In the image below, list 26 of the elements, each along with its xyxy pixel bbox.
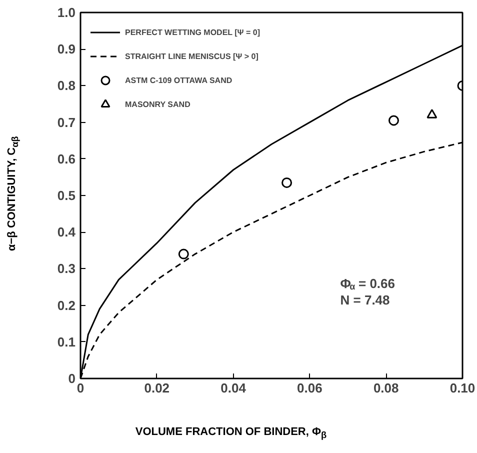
- legend-label: ASTM C-109 OTTAWA SAND: [125, 76, 232, 84]
- y-tick-label: 0.5: [57, 188, 76, 203]
- y-tick-label: 0: [68, 371, 76, 386]
- y-tick-label: 0.7: [57, 114, 76, 130]
- point: [178, 248, 189, 260]
- y-tick-label: 1.0: [57, 5, 76, 20]
- legend-label: MASONRY SAND: [125, 100, 190, 108]
- point: [426, 109, 438, 118]
- y-tick-label: 0.3: [57, 261, 76, 276]
- y-tick-label: 0.4: [57, 224, 76, 240]
- y-tick-label: 0.2: [57, 298, 76, 313]
- x-axis-title: VOLUME FRACTION OF BINDER, Φ$_{β}$: [134, 425, 328, 442]
- legend-label: PERFECT WETTING MODEL [Ψ = 0]: [125, 28, 260, 36]
- y-tick-label: 0.1: [57, 334, 76, 350]
- y-tick-label: 0.9: [57, 42, 76, 57]
- x-tick-label: 0.06: [297, 380, 322, 396]
- x-tick-label: 0.08: [373, 380, 399, 396]
- y-tick-label: 0.6: [57, 151, 76, 166]
- x-tick-label: 0.10: [450, 380, 476, 396]
- y-tick-label: 0.8: [57, 78, 76, 94]
- annotation: N = 7.48: [340, 292, 390, 308]
- x-tick-label: 0.04: [220, 380, 247, 396]
- point: [388, 115, 399, 126]
- x-tick-label: 0.02: [144, 380, 170, 396]
- point: [282, 177, 292, 188]
- legend-label: STRAIGHT LINE MENISCUS [Ψ > 0]: [125, 52, 258, 60]
